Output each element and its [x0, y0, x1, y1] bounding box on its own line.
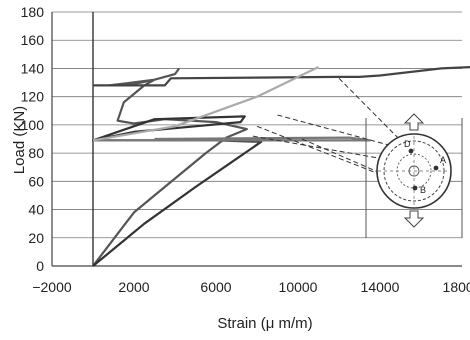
x-tick-label-5: 18000	[443, 279, 470, 295]
axes	[51, 12, 462, 267]
y-tick-label-0: 0	[36, 258, 44, 274]
gauge-a-dot	[433, 165, 439, 171]
x-tick-label-1: 2000	[118, 279, 149, 295]
x-tick-label-0: −2000	[32, 279, 72, 295]
y-tick-label-3: 60	[28, 173, 44, 189]
y-axis-label: Load (KN)	[11, 106, 28, 174]
x-axis-label: Strain (μ m/m)	[217, 315, 312, 332]
gauge-d-label: D	[404, 139, 411, 149]
arrow-up-icon	[403, 113, 425, 131]
y-tick-label-5: 100	[21, 117, 45, 133]
series-line-gauge-d	[93, 65, 470, 87]
y-tick-label-6: 120	[21, 89, 45, 105]
gauge-a-label: A	[440, 155, 446, 165]
arrow-down-icon	[403, 210, 425, 228]
y-tick-labels: 0 20 40 60 80 100 120 140 160 180	[21, 4, 45, 274]
y-tick-label-8: 160	[21, 32, 45, 48]
callout-line-2	[256, 125, 416, 189]
x-tick-label-3: 10000	[279, 279, 318, 295]
y-tick-label-4: 80	[28, 145, 44, 161]
x-tick-label-2: 6000	[200, 279, 231, 295]
series-line-gauge-e	[92, 66, 319, 142]
series	[91, 65, 470, 267]
x-tick-label-4: 14000	[361, 279, 400, 295]
cross-section-inset: A B D	[365, 113, 463, 238]
y-tick-label-7: 140	[21, 60, 45, 76]
callout-line-4	[301, 138, 416, 189]
y-tick-label-2: 40	[28, 202, 44, 218]
gauge-b-dot	[412, 185, 418, 191]
y-tick-label-1: 20	[28, 230, 44, 246]
gauge-d-dot	[408, 148, 414, 154]
gauge-b-label: B	[420, 185, 426, 195]
callout-line-0	[338, 77, 412, 152]
y-tick-label-9: 180	[21, 4, 45, 20]
series-line-gauge-c	[93, 136, 371, 142]
x-tick-labels: −2000 2000 6000 10000 14000 18000	[32, 279, 470, 295]
